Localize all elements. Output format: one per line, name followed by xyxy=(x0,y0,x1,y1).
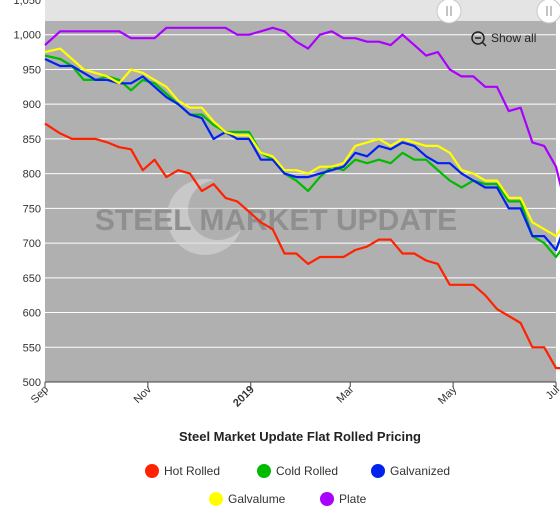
x-tick-label: Jul xyxy=(544,384,560,402)
y-tick-label: 1,050 xyxy=(13,0,41,7)
navigator-handle-right[interactable] xyxy=(536,0,560,24)
legend-label: Galvanized xyxy=(390,464,450,478)
legend-item-cold-rolled[interactable]: Cold Rolled xyxy=(257,464,338,478)
y-tick-label: 1,000 xyxy=(13,30,41,42)
navigator-handle-right-circle[interactable] xyxy=(536,0,560,24)
show-all-label[interactable]: Show all xyxy=(491,31,536,45)
watermark-text: STEEL MARKET UPDATE xyxy=(95,204,457,237)
zoom-out-icon-handle xyxy=(481,41,487,47)
watermark-logo-inner-icon xyxy=(188,180,248,240)
y-tick-label: 900 xyxy=(23,99,41,111)
navigator-track xyxy=(45,0,556,21)
series-line-hot-rolled xyxy=(44,122,560,370)
y-tick-label: 850 xyxy=(23,134,41,146)
navigator-bar xyxy=(45,0,560,24)
legend-marker-icon xyxy=(145,464,159,478)
y-tick-label: 500 xyxy=(23,377,41,389)
legend-marker-icon xyxy=(209,492,223,506)
legend-label: Cold Rolled xyxy=(276,464,338,478)
legend-marker-icon xyxy=(371,464,385,478)
show-all-button[interactable]: Show all xyxy=(471,31,536,47)
series-line-plate xyxy=(44,26,560,188)
navigator-handle-left-circle[interactable] xyxy=(436,0,462,24)
y-tick-label: 950 xyxy=(23,64,41,76)
y-axis: 500 550 600 650 700 750 800 850 900 950 1,000 1,050 xyxy=(13,0,556,389)
legend-marker-icon xyxy=(257,464,271,478)
y-tick-label: 750 xyxy=(23,203,41,215)
grid-lines xyxy=(45,0,556,383)
legend-label: Galvalume xyxy=(228,492,286,506)
series-line-galvanized xyxy=(44,58,560,252)
y-tick-label: 700 xyxy=(23,238,41,250)
legend-label: Plate xyxy=(339,492,367,506)
legend: Hot Rolled Cold Rolled Galvanized Galvalume… xyxy=(145,464,450,506)
watermark: STEEL MARKET UPDATE xyxy=(95,179,457,255)
plot-area xyxy=(45,0,556,382)
legend-item-galvalume[interactable]: Galvalume xyxy=(209,492,286,506)
y-tick-label: 600 xyxy=(23,308,41,320)
legend-label: Hot Rolled xyxy=(164,464,220,478)
series-lines xyxy=(44,26,560,370)
series-line-cold-rolled xyxy=(44,54,560,259)
legend-marker-icon xyxy=(320,492,334,506)
y-tick-label: 800 xyxy=(23,169,41,181)
legend-item-hot-rolled[interactable]: Hot Rolled xyxy=(145,464,220,478)
chart-title: Steel Market Update Flat Rolled Pricing xyxy=(179,429,421,444)
navigator-handle-left[interactable] xyxy=(436,0,462,24)
series-line-galvalume xyxy=(44,47,560,238)
y-tick-label: 650 xyxy=(23,273,41,285)
legend-item-plate[interactable]: Plate xyxy=(320,492,367,506)
zoom-out-icon xyxy=(471,31,485,45)
y-tick-label: 550 xyxy=(23,342,41,354)
legend-item-galvanized[interactable]: Galvanized xyxy=(371,464,450,478)
